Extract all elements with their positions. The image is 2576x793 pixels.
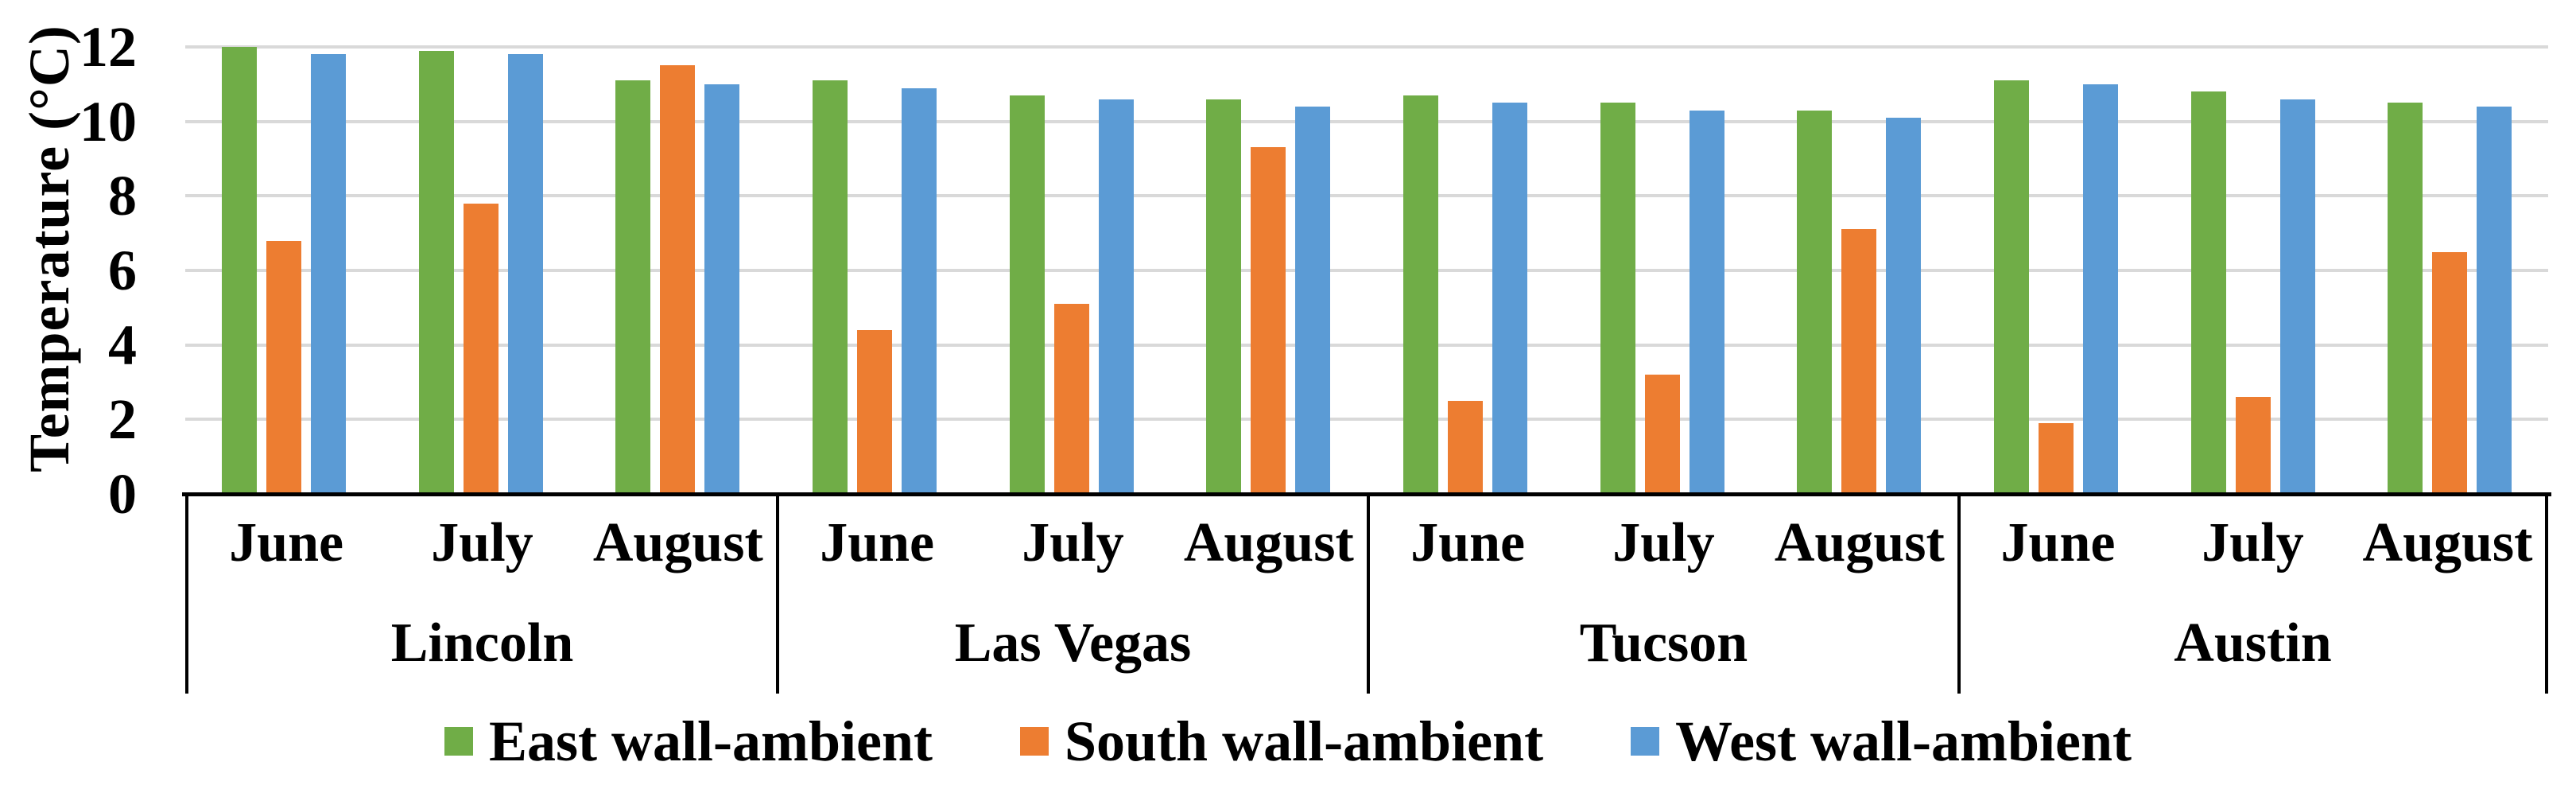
y-tick-label-2: 2 [108, 387, 137, 452]
y-tick-label-12: 12 [80, 15, 137, 79]
bar-austin-august-south [2432, 251, 2468, 494]
month-label-las-vegas-august: August [1183, 512, 1354, 573]
bar-austin-july-west [2279, 99, 2315, 494]
bar-lincoln-august-east [615, 80, 651, 494]
bar-austin-june-east [1993, 80, 2029, 494]
bar-las-vegas-june-west [901, 87, 937, 494]
month-label-lincoln-july: July [431, 512, 533, 573]
bar-lincoln-july-west [507, 54, 543, 494]
bar-lincoln-august-west [704, 84, 740, 494]
month-label-austin-august: August [2362, 512, 2533, 573]
legend-label-west-wall-ambient: West wall-ambient [1675, 709, 2132, 773]
city-label-austin: Austin [2174, 612, 2332, 674]
bar-tucson-august-south [1841, 229, 1877, 494]
bar-las-vegas-july-west [1098, 99, 1134, 494]
month-label-austin-june: June [2000, 512, 2116, 573]
bar-tucson-august-east [1797, 110, 1833, 494]
month-label-las-vegas-july: July [1022, 512, 1124, 573]
legend-swatch-east-wall-ambient [444, 727, 473, 756]
y-tick-label-6: 6 [108, 239, 137, 302]
month-row: June July August [779, 494, 1367, 593]
bar-las-vegas-july-east [1009, 95, 1045, 494]
bar-tucson-june-west [1492, 103, 1527, 494]
legend-item-east-wall-ambient: East wall-ambient [444, 709, 933, 773]
legend-label-south-wall-ambient: South wall-ambient [1064, 709, 1544, 773]
legend-swatch-south-wall-ambient [1019, 727, 1049, 756]
category-group-las-vegas: June July August Las Vegas [776, 494, 1367, 694]
bar-austin-june-west [2082, 84, 2118, 494]
bar-austin-july-east [2190, 91, 2226, 494]
month-label-tucson-august: August [1774, 512, 1945, 573]
city-label-lincoln: Lincoln [390, 612, 574, 674]
bar-lincoln-july-south [463, 203, 499, 494]
month-label-tucson-june: June [1410, 512, 1526, 573]
bar-austin-august-west [2477, 106, 2512, 494]
bar-lincoln-august-south [660, 65, 696, 494]
plot-area [185, 45, 2548, 494]
legend-label-east-wall-ambient: East wall-ambient [488, 709, 933, 773]
bar-lincoln-june-east [221, 47, 257, 494]
bar-las-vegas-august-west [1295, 106, 1331, 494]
bar-tucson-july-south [1644, 375, 1680, 494]
legend-swatch-west-wall-ambient [1631, 727, 1660, 756]
month-label-las-vegas-june: June [820, 512, 935, 573]
month-label-lincoln-june: June [229, 512, 344, 573]
month-row: June July August [1370, 494, 1957, 593]
legend-item-west-wall-ambient: West wall-ambient [1631, 709, 2132, 773]
y-tick-label-10: 10 [80, 89, 137, 154]
bar-tucson-july-east [1600, 103, 1635, 494]
gridline-8 [185, 194, 2548, 198]
gridline-12 [185, 45, 2548, 49]
bar-lincoln-july-east [418, 50, 454, 494]
bar-austin-august-east [2388, 103, 2423, 494]
gridline-10 [185, 119, 2548, 123]
month-row: June July August [188, 494, 776, 593]
month-label-lincoln-august: August [592, 512, 763, 573]
bar-lincoln-june-west [310, 54, 346, 494]
category-axis: June July August Lincoln June July August Las V… [185, 494, 2548, 694]
y-tick-label-0: 0 [108, 462, 137, 526]
bar-lincoln-june-south [266, 240, 301, 494]
gridline-4 [185, 343, 2548, 347]
bar-las-vegas-july-south [1053, 304, 1089, 494]
month-label-tucson-july: July [1612, 512, 1715, 573]
legend-item-south-wall-ambient: South wall-ambient [1019, 709, 1544, 773]
month-label-austin-july: July [2202, 512, 2304, 573]
bar-tucson-july-west [1689, 110, 1724, 494]
category-group-austin: June July August Austin [1957, 494, 2548, 694]
city-label-tucson: Tucson [1579, 612, 1748, 674]
city-label-las-vegas: Las Vegas [954, 612, 1192, 674]
bar-austin-july-south [2235, 397, 2271, 494]
category-group-lincoln: June July August Lincoln [185, 494, 776, 694]
bar-tucson-june-east [1402, 95, 1438, 494]
legend: East wall-ambient South wall-ambient West … [0, 705, 2576, 778]
bar-las-vegas-august-south [1251, 147, 1286, 494]
gridline-2 [185, 418, 2548, 422]
bar-las-vegas-june-south [856, 329, 892, 494]
bar-austin-june-south [2038, 423, 2074, 494]
gridline-6 [185, 269, 2548, 272]
bar-las-vegas-august-east [1206, 99, 1242, 494]
bar-tucson-june-south [1447, 400, 1483, 494]
bar-tucson-august-west [1886, 117, 1922, 494]
month-row: June July August [1961, 494, 2545, 593]
category-group-tucson: June July August Tucson [1367, 494, 1957, 694]
y-tick-label-8: 8 [108, 164, 137, 228]
y-tick-label-4: 4 [108, 313, 137, 377]
bar-las-vegas-june-east [812, 80, 848, 494]
